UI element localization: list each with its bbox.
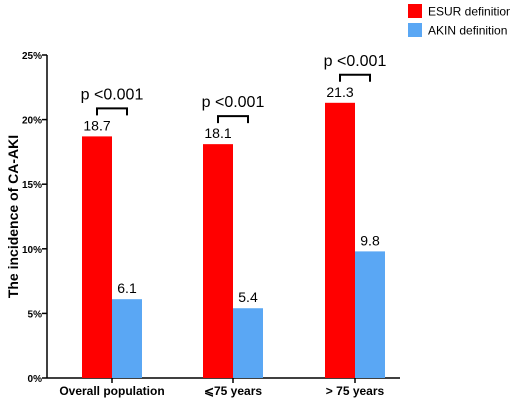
akin-bar xyxy=(233,308,263,378)
y-axis: 0% 5% 10% 15% 20% 25% The incidence of CA-AKI xyxy=(5,51,48,385)
legend-label: AKIN definition xyxy=(428,24,507,38)
y-tick-label: 10% xyxy=(22,245,42,256)
akin-bar xyxy=(355,251,385,378)
x-tick-label: > 75 years xyxy=(326,384,385,398)
annotations: p <0.001 p <0.001 p <0.001 xyxy=(81,53,387,124)
esur-bar xyxy=(82,136,112,378)
legend: ESUR definition AKIN definition xyxy=(408,4,510,38)
legend-swatch xyxy=(408,23,422,37)
legend-label: ESUR definition xyxy=(428,5,510,19)
bar-value-label: 18.1 xyxy=(204,125,231,141)
y-tick-label: 25% xyxy=(22,51,42,62)
p-value-label: p <0.001 xyxy=(324,53,387,70)
significance-bracket xyxy=(339,73,371,82)
bar-value-label: 6.1 xyxy=(117,280,137,296)
bars: 18.7 6.1 18.1 5.4 21.3 9.8 xyxy=(82,84,385,378)
y-axis-title: The incidence of CA-AKI xyxy=(5,135,21,298)
y-tick-label: 0% xyxy=(28,374,43,385)
p-value-label: p <0.001 xyxy=(202,94,265,111)
y-tick-label: 15% xyxy=(22,180,42,191)
esur-bar xyxy=(325,102,355,378)
x-axis: Overall population ⩽75 years > 75 years xyxy=(47,377,400,398)
bar-value-label: 9.8 xyxy=(360,232,380,248)
esur-bar xyxy=(203,144,233,378)
significance-bracket xyxy=(217,115,249,124)
bar-value-label: 5.4 xyxy=(238,289,258,305)
legend-swatch xyxy=(408,4,422,18)
bar-value-label: 18.7 xyxy=(83,117,110,133)
y-tick-label: 20% xyxy=(22,116,42,127)
significance-bracket xyxy=(96,107,128,116)
x-tick-label: Overall population xyxy=(59,384,164,398)
akin-bar xyxy=(112,299,142,378)
bar-value-label: 21.3 xyxy=(326,84,353,100)
p-value-label: p <0.001 xyxy=(81,86,144,103)
y-tick-label: 5% xyxy=(28,309,43,320)
x-tick-label: ⩽75 years xyxy=(204,384,262,398)
